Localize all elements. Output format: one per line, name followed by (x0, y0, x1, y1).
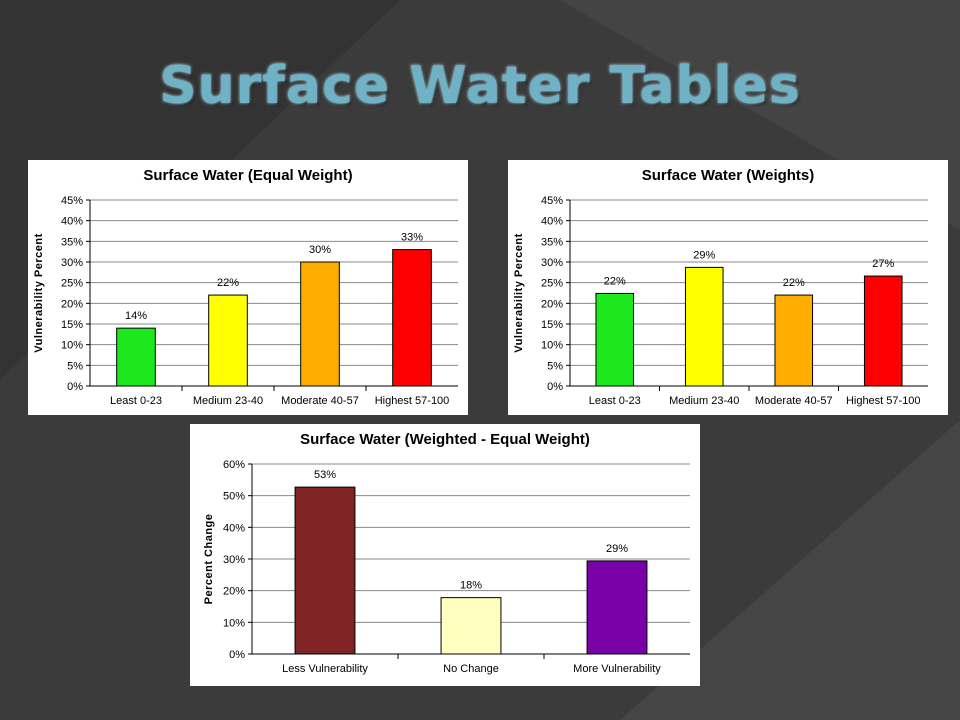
y-tick-label: 30% (223, 554, 245, 566)
y-tick-label: 10% (223, 617, 245, 629)
bar (586, 560, 648, 655)
x-tick-label: Medium 23-40 (669, 395, 739, 407)
data-label: 22% (604, 275, 626, 287)
y-tick-label: 5% (547, 360, 563, 372)
y-tick-label: 0% (229, 649, 245, 661)
y-axis-label: Percent Change (203, 514, 215, 605)
bar (595, 292, 635, 387)
y-tick-label: 40% (61, 216, 83, 228)
chart-title: Surface Water (Weights) (642, 167, 815, 184)
bar (440, 597, 502, 655)
bar (294, 486, 356, 655)
x-tick-label: No Change (443, 663, 499, 675)
y-tick-label: 10% (61, 340, 83, 352)
data-label: 29% (606, 543, 628, 555)
y-tick-label: 25% (61, 278, 83, 290)
chart-group: Surface Water (Weighted - Equal Weight) 0… (190, 424, 700, 686)
x-tick-label: Highest 57-100 (846, 395, 921, 407)
y-tick-label: 20% (223, 586, 245, 598)
x-tick-label: Least 0-23 (589, 395, 641, 407)
data-label: 14% (125, 310, 147, 322)
chart-title: Surface Water (Weighted - Equal Weight) (300, 431, 590, 448)
data-label: 53% (314, 469, 336, 481)
y-tick-label: 20% (541, 298, 563, 310)
y-tick-label: 60% (223, 459, 245, 471)
bar (392, 249, 432, 387)
y-tick-label: 25% (541, 278, 563, 290)
y-tick-label: 35% (541, 236, 563, 248)
bar (116, 327, 156, 387)
x-tick-label: Moderate 40-57 (755, 395, 833, 407)
slide-title: Surface Water Tables (159, 56, 801, 116)
bar (774, 294, 814, 387)
y-tick-label: 45% (541, 195, 563, 207)
x-tick-label: Highest 57-100 (375, 395, 450, 407)
chart-group: Surface Water (Equal Weight) 0% 5% 10% 15% 20… (28, 160, 468, 415)
bar (208, 294, 248, 387)
y-tick-label: 30% (61, 257, 83, 269)
x-tick-label: Moderate 40-57 (281, 395, 359, 407)
y-tick-label: 35% (61, 236, 83, 248)
y-tick-label: 0% (547, 381, 563, 393)
y-axis-label: Vulnerability Percent (33, 233, 45, 353)
data-label: 27% (872, 258, 894, 270)
data-label: 22% (217, 277, 239, 289)
x-tick-label: Least 0-23 (110, 395, 162, 407)
y-tick-label: 10% (541, 340, 563, 352)
y-tick-label: 40% (541, 216, 563, 228)
bar (684, 266, 724, 387)
background-stripe (620, 420, 960, 720)
y-tick-label: 45% (61, 195, 83, 207)
data-label: 33% (401, 232, 423, 244)
y-tick-label: 40% (223, 522, 245, 534)
bar (863, 275, 903, 387)
data-label: 30% (309, 244, 331, 256)
data-label: 18% (460, 580, 482, 592)
x-tick-label: More Vulnerability (573, 663, 661, 675)
x-tick-label: Less Vulnerability (282, 663, 368, 675)
chart-title: Surface Water (Equal Weight) (143, 167, 352, 184)
y-tick-label: 5% (67, 360, 83, 372)
y-tick-label: 30% (541, 257, 563, 269)
y-tick-label: 20% (61, 298, 83, 310)
data-label: 29% (693, 249, 715, 261)
y-tick-label: 15% (541, 319, 563, 331)
y-tick-label: 0% (67, 381, 83, 393)
y-tick-label: 15% (61, 319, 83, 331)
y-tick-label: 50% (223, 491, 245, 503)
x-tick-label: Medium 23-40 (193, 395, 263, 407)
y-axis-label: Vulnerability Percent (513, 233, 525, 353)
data-label: 22% (783, 277, 805, 289)
bar (300, 261, 340, 387)
chart-group: Surface Water (Weights) 0% 5% 10% 15% 20% 25% 3… (508, 160, 948, 415)
